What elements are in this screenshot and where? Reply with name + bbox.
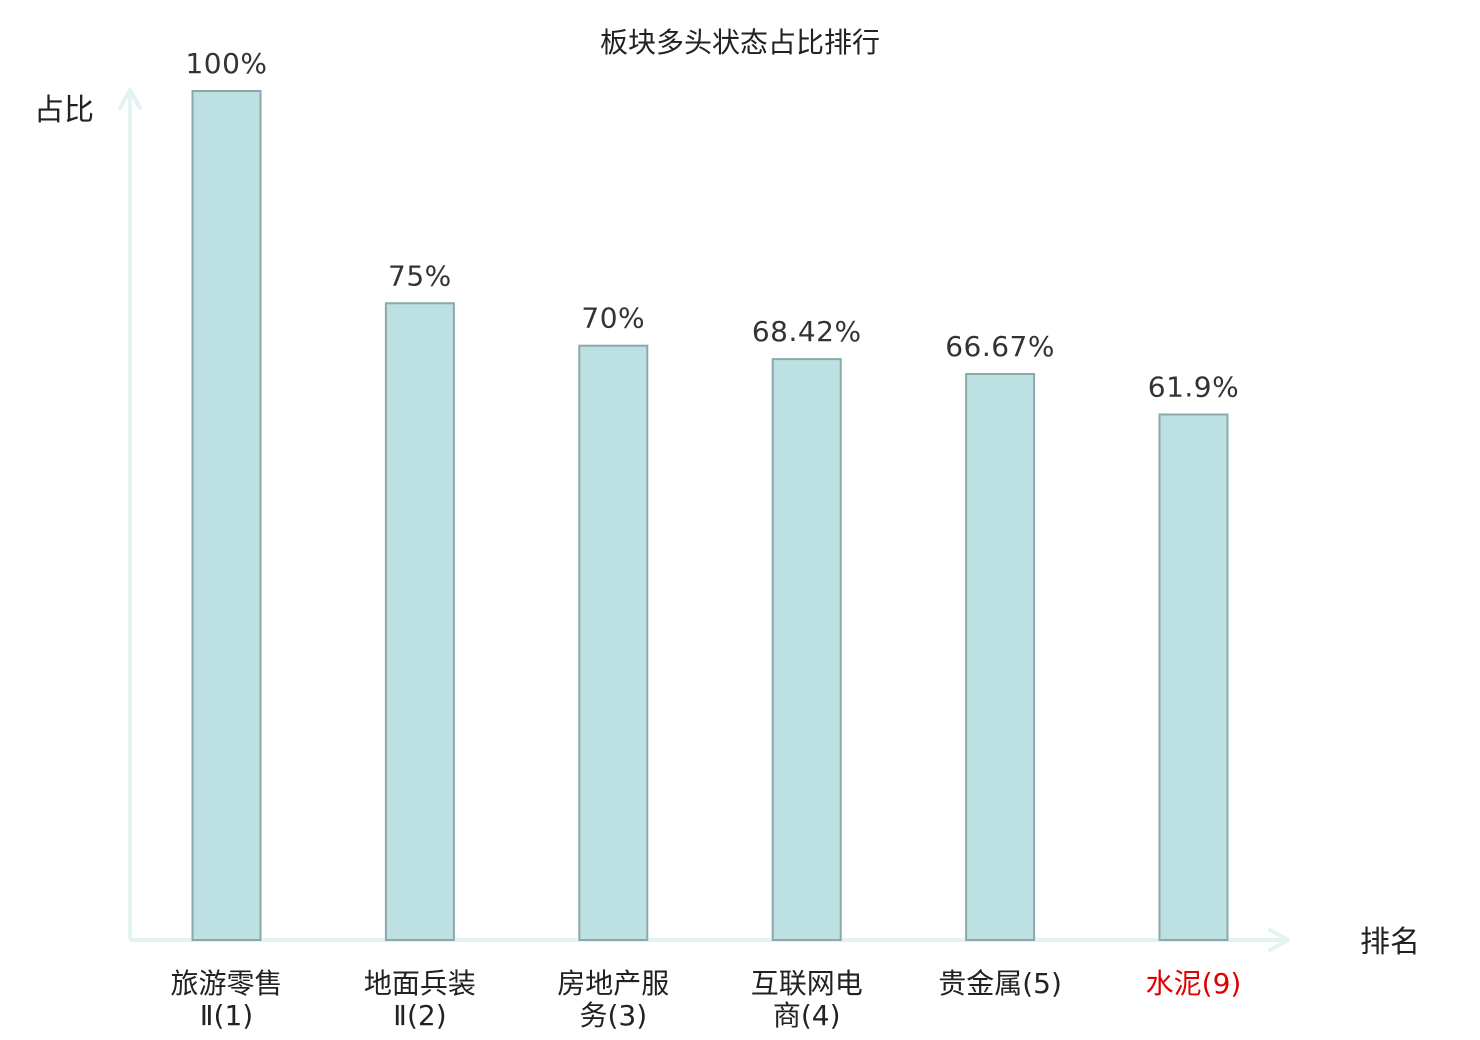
category-label-5-line-1: 贵金属(5): [938, 967, 1062, 1000]
value-label-6: 61.9%: [1148, 370, 1239, 403]
bars-group: [191, 90, 1229, 942]
bar-6: [1158, 413, 1229, 941]
bar-1: [191, 90, 262, 941]
y-axis-arrow: [118, 88, 142, 110]
x-axis-arrow: [1268, 928, 1290, 952]
category-label-3-line-2: 务(3): [579, 999, 647, 1032]
value-label-4: 68.42%: [752, 315, 862, 348]
value-label-5: 66.67%: [945, 330, 1055, 363]
bar-3: [578, 344, 649, 941]
value-label-3: 70%: [581, 302, 645, 335]
x-axis-label: 排名: [1360, 925, 1420, 960]
category-label-2-line-2: Ⅱ(2): [393, 999, 446, 1032]
category-label-4-line-1: 互联网电: [751, 967, 863, 1000]
category-label-2-line-1: 地面兵装: [364, 967, 476, 1000]
category-label-3-line-1: 房地产服: [557, 967, 669, 1000]
y-axis-label: 占比: [34, 93, 94, 128]
bar-4: [771, 358, 842, 941]
axes: [118, 88, 1290, 952]
value-label-2: 75%: [388, 259, 452, 292]
category-label-1-line-1: 旅游零售: [170, 967, 282, 1000]
category-label-6-line-1: 水泥(9): [1146, 967, 1242, 1000]
chart-title: 板块多头状态占比排行: [600, 26, 880, 59]
category-label-1-line-2: Ⅱ(1): [200, 999, 253, 1032]
bar-5: [965, 372, 1036, 942]
category-label-4-line-2: 商(4): [773, 999, 841, 1032]
value-label-1: 100%: [185, 47, 267, 80]
value-labels-group: 100% 75% 70% 68.42% 66.67% 61.9%: [185, 47, 1239, 403]
bar-2: [384, 302, 455, 941]
